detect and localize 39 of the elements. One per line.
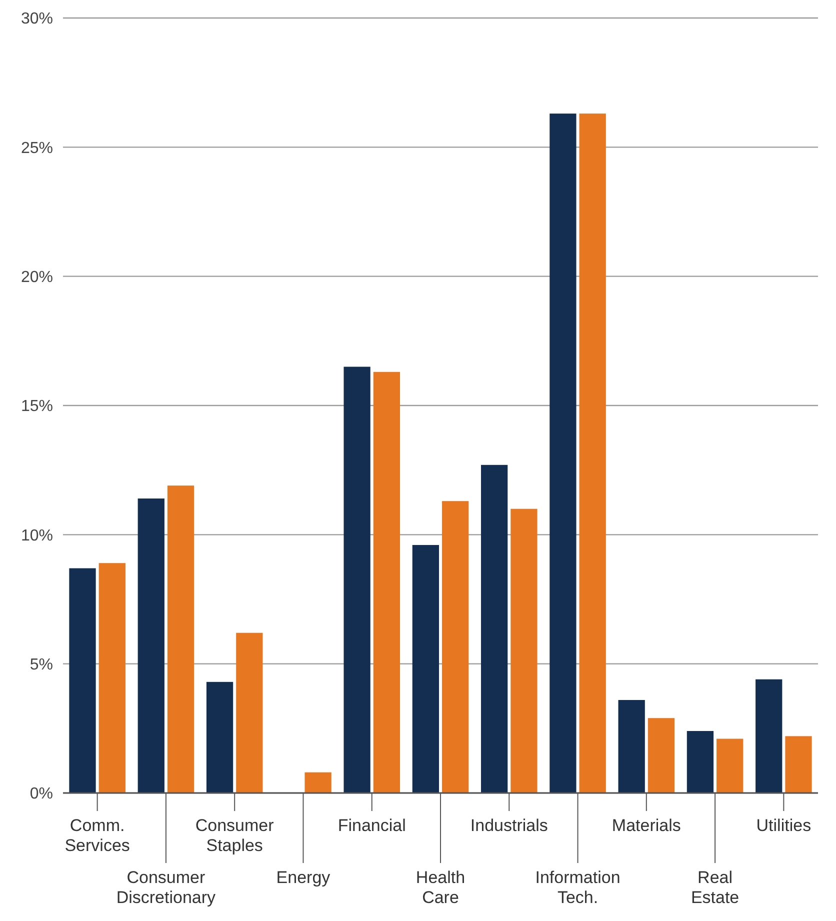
bar — [686, 731, 714, 793]
bar — [618, 700, 645, 793]
bar — [756, 679, 782, 793]
y-tick-label: 5% — [30, 656, 53, 674]
bar — [510, 508, 538, 793]
y-tick-label: 0% — [30, 786, 53, 803]
x-tick-label: Consumer Discretionary — [116, 868, 216, 907]
bar — [206, 682, 234, 793]
bar — [138, 498, 164, 793]
bar — [304, 772, 332, 793]
bar — [550, 114, 576, 793]
bar — [480, 464, 508, 793]
x-tick-label: Consumer Staples — [195, 816, 274, 855]
bar — [373, 372, 400, 793]
bar — [167, 486, 194, 793]
bar — [442, 501, 469, 793]
x-tick-label: Information Tech. — [535, 868, 620, 907]
y-tick-label: 25% — [20, 140, 53, 157]
x-tick-label: Health Care — [416, 868, 466, 907]
bar — [344, 366, 370, 793]
bar — [785, 736, 812, 793]
x-tick-label: Real Estate — [690, 868, 740, 907]
y-tick-label: 30% — [20, 10, 53, 28]
bar — [716, 738, 744, 793]
bar — [236, 632, 263, 793]
y-tick-label: 15% — [20, 398, 53, 416]
x-tick-label: Industrials — [470, 816, 548, 835]
bar — [648, 718, 675, 793]
bar — [579, 114, 606, 793]
bar — [412, 545, 439, 793]
x-tick-label: Financial — [338, 816, 406, 835]
y-tick-label: 20% — [20, 268, 53, 286]
x-tick-label: Energy — [276, 868, 331, 887]
y-tick-label: 10% — [20, 527, 53, 544]
bar — [98, 563, 126, 793]
x-tick-label: Utilities — [756, 816, 812, 835]
x-tick-label: Comm. Services — [64, 816, 130, 855]
bar — [69, 568, 96, 793]
x-tick-label: Materials — [612, 816, 681, 835]
